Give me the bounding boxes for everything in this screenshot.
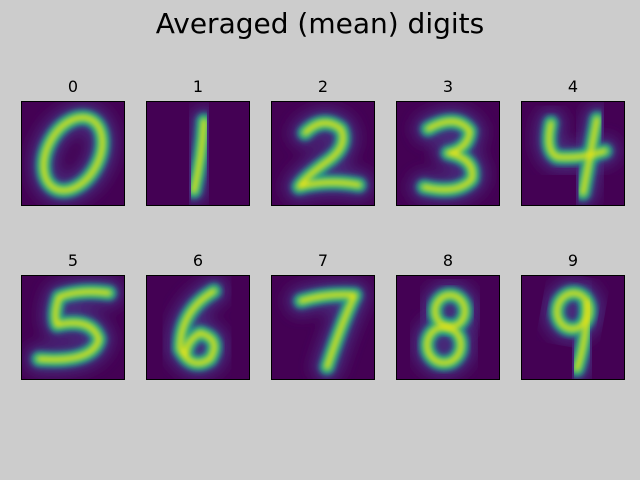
panel-title-5: 5: [68, 251, 78, 270]
digit-image-6: [146, 275, 250, 380]
digit-panel-4: 4: [521, 77, 625, 206]
core-stroke: [298, 292, 358, 370]
panel-frame: [146, 101, 250, 206]
digit-image-9: [521, 275, 625, 380]
core-stroke: [424, 324, 464, 366]
figure-title: Averaged (mean) digits: [156, 7, 484, 40]
panel-title-4: 4: [568, 77, 578, 96]
digit-panel-9: 9: [521, 251, 625, 380]
digit-image-2: [271, 101, 375, 206]
panel-title-9: 9: [568, 251, 578, 270]
core-stroke: [177, 288, 217, 366]
digit-image-1: [146, 101, 250, 206]
digit-image-8: [396, 275, 500, 380]
panel-frame: [396, 101, 500, 206]
panel-title-2: 2: [318, 77, 328, 96]
digit-panel-3: 3: [396, 77, 500, 206]
panel-frame: [21, 275, 125, 380]
core-stroke: [580, 116, 600, 196]
digit-image-4: [521, 101, 625, 206]
core-stroke: [296, 120, 362, 190]
digit-panel-1: 1: [146, 77, 250, 206]
panel-title-3: 3: [443, 77, 453, 96]
core-stroke: [421, 119, 475, 193]
digit-panel-7: 7: [271, 251, 375, 380]
digit-panel-5: 5: [21, 251, 125, 380]
digit-image-0: [21, 101, 125, 206]
panel-grid: 0 1 2 3 4 5 6 7 8 9: [21, 77, 625, 380]
panel-title-0: 0: [68, 77, 78, 96]
digit-image-5: [21, 275, 125, 380]
panel-frame: [271, 275, 375, 380]
digit-image-7: [271, 275, 375, 380]
panel-title-8: 8: [443, 251, 453, 270]
panel-frame: [396, 275, 500, 380]
panel-title-6: 6: [193, 251, 203, 270]
core-stroke: [36, 289, 112, 363]
panel-frame: [521, 275, 625, 380]
core-stroke: [41, 114, 105, 194]
digit-panel-8: 8: [396, 251, 500, 380]
panel-frame: [271, 101, 375, 206]
panel-title-1: 1: [193, 77, 203, 96]
digit-panel-0: 0: [21, 77, 125, 206]
panel-frame: [146, 275, 250, 380]
panel-frame: [521, 101, 625, 206]
digit-panel-6: 6: [146, 251, 250, 380]
digit-image-3: [396, 101, 500, 206]
panel-title-7: 7: [318, 251, 328, 270]
digit-panel-2: 2: [271, 77, 375, 206]
core-stroke: [191, 118, 207, 194]
core-stroke: [574, 300, 590, 372]
panel-frame: [21, 101, 125, 206]
